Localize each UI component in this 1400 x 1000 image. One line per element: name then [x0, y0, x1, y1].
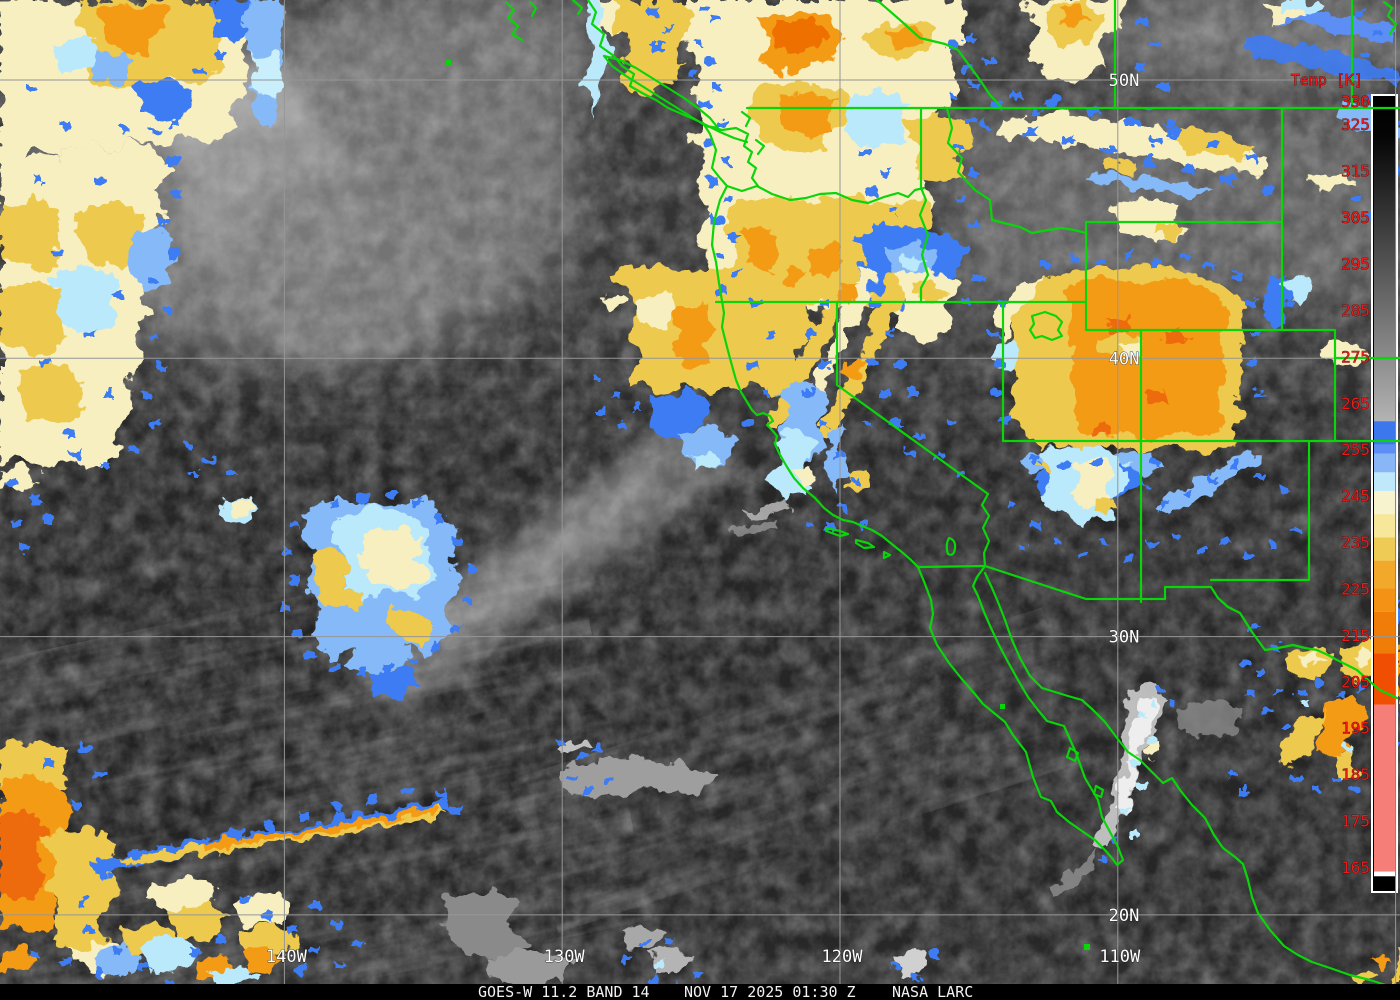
state-borders: [714, 106, 1400, 604]
colorbar-warm-gradient: [1374, 97, 1395, 423]
colorbar-tick-labels: 330 325 315 305 295 285 275 265 255 245 235 225 215 2…: [1341, 92, 1371, 878]
colorbar-title: Temp [K]: [1291, 71, 1363, 89]
lon-label-110W: 110W: [1099, 947, 1141, 967]
colorbar-tick-205: 205: [1341, 672, 1370, 691]
latlon-labels: 50N 40N 30N 20N 140W 130W 120W 110W: [266, 71, 1142, 968]
caption-mission: GOES-W 11.2 BAND 14: [478, 983, 650, 1000]
colorbar-segment-211K: [1374, 653, 1395, 705]
colorbar-tick-165: 165: [1341, 858, 1370, 877]
colorbar: [1371, 94, 1398, 893]
baja-california-peninsula: [916, 564, 1125, 867]
colorbar-tick-295: 295: [1341, 254, 1370, 273]
colorbar-tick-325: 325: [1341, 115, 1370, 134]
lat-label-20N: 20N: [1109, 906, 1140, 926]
lon-label-120W: 120W: [822, 947, 864, 967]
colorbar-tick-185: 185: [1341, 765, 1370, 784]
colorbar-tick-225: 225: [1341, 579, 1370, 598]
gulf-islands: [1065, 746, 1105, 799]
colorbar-segment-200K: [1374, 704, 1395, 872]
lat-label-40N: 40N: [1109, 349, 1140, 369]
colorbar-segment-261K: [1374, 421, 1395, 445]
colorbar-segment-163K: [1374, 876, 1395, 891]
bc-coast-vancouver-island: [504, 0, 766, 188]
colorbar-tick-265: 265: [1341, 394, 1370, 413]
colorbar-segment-256K: [1374, 444, 1395, 454]
colorbar-tick-315: 315: [1341, 162, 1370, 181]
colorbar-tick-275: 275: [1341, 347, 1370, 366]
salton-sea: [945, 536, 957, 556]
colorbar-tick-330: 330: [1341, 92, 1370, 111]
lon-label-140W: 140W: [266, 947, 308, 967]
us-mexico-border: [916, 564, 1213, 601]
rio-grande: [1209, 585, 1399, 700]
caption-background: [0, 984, 1400, 1000]
colorbar-tick-285: 285: [1341, 301, 1370, 320]
colorbar-segment-225K: [1374, 588, 1395, 612]
colorbar-segment-220K: [1374, 611, 1395, 654]
colorbar-tick-245: 245: [1341, 487, 1370, 506]
colorbar-tick-255: 255: [1341, 440, 1370, 459]
colorbar-segments: [1374, 421, 1395, 891]
channel-islands: [824, 526, 892, 560]
canadian-province-borders: [875, 0, 1398, 110]
lat-label-50N: 50N: [1109, 71, 1140, 91]
colorbar-segment-254K: [1374, 453, 1395, 473]
caption-timestamp: NOV 17 2025 01:30 Z: [684, 983, 856, 1000]
colorbar-tick-195: 195: [1341, 719, 1370, 738]
caption-bar: GOES-W 11.2 BAND 14 NOV 17 2025 01:30 Z …: [0, 983, 1400, 1000]
colorbar-tick-235: 235: [1341, 533, 1370, 552]
colorbar-tick-305: 305: [1341, 208, 1370, 227]
colorbar-segment-250K: [1374, 472, 1395, 491]
mexico-mainland-coast: [983, 571, 1394, 989]
pacific-coastline: [701, 121, 920, 569]
grey-cloud-details: [42, 12, 1244, 988]
colorbar-segment-246K: [1374, 490, 1395, 515]
geographic-boundaries: [446, 0, 1400, 989]
colorbar-tick-215: 215: [1341, 626, 1370, 645]
caption-credit: NASA LARC: [892, 983, 973, 1000]
colorbar-segment-164K: [1374, 871, 1395, 877]
lon-label-130W: 130W: [544, 947, 586, 967]
colorbar-segment-241K: [1374, 514, 1395, 538]
yellowstone-outline: [1028, 310, 1064, 342]
colorbar-segment-231K: [1374, 560, 1395, 589]
lat-label-30N: 30N: [1109, 628, 1140, 648]
colorbar-segment-236K: [1374, 537, 1395, 561]
colorbar-tick-175: 175: [1341, 812, 1370, 831]
